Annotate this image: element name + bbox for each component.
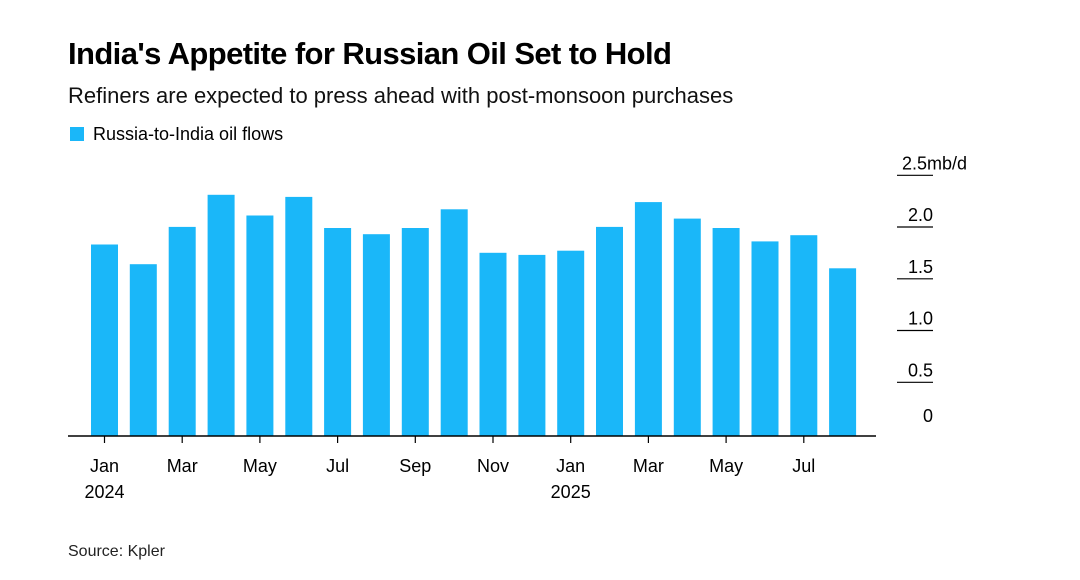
- bar: [712, 228, 740, 436]
- y-tick-label: 2.5mb/d: [902, 153, 967, 173]
- bar: [829, 268, 857, 436]
- bar: [362, 234, 390, 436]
- x-tick-label: May: [709, 456, 743, 476]
- x-tick-year: 2024: [84, 482, 124, 502]
- x-tick-label: Sep: [399, 456, 431, 476]
- bar: [479, 252, 507, 436]
- bar: [324, 228, 352, 436]
- bar: [129, 264, 157, 436]
- x-tick-label: Jul: [326, 456, 349, 476]
- bar: [168, 226, 196, 436]
- bar: [285, 196, 313, 436]
- bar: [518, 254, 546, 436]
- y-tick-label: 2.0: [908, 205, 933, 225]
- y-tick-label: 0.5: [908, 360, 933, 380]
- y-tick-label: 0: [923, 406, 933, 426]
- bar: [207, 194, 235, 436]
- bar: [440, 209, 468, 436]
- x-tick-label: May: [243, 456, 277, 476]
- x-tick-label: Jul: [792, 456, 815, 476]
- bar: [91, 244, 118, 436]
- chart-legend: Russia-to-India oil flows: [70, 122, 283, 146]
- bar: [751, 241, 779, 436]
- source-note: Source: Kpler: [68, 543, 165, 560]
- bar: [596, 226, 623, 436]
- legend-label: Russia-to-India oil flows: [93, 124, 284, 144]
- bar: [246, 215, 274, 436]
- x-tick-label: Mar: [633, 456, 664, 476]
- bar: [401, 228, 429, 436]
- bar: [557, 250, 585, 436]
- y-tick-label: 1.0: [908, 309, 933, 329]
- y-tick-label: 1.5: [908, 257, 933, 277]
- x-tick-label: Mar: [167, 456, 198, 476]
- chart-subtitle: Refiners are expected to press ahead wit…: [68, 83, 734, 108]
- chart-title: India's Appetite for Russian Oil Set to …: [68, 36, 672, 71]
- x-tick-label: Nov: [477, 456, 509, 476]
- bar: [634, 202, 662, 436]
- legend-swatch: [70, 127, 84, 141]
- x-tick-label: Jan: [556, 456, 585, 476]
- x-tick-year: 2025: [551, 482, 591, 502]
- bar: [790, 235, 818, 436]
- bar: [673, 218, 701, 436]
- x-tick-label: Jan: [90, 456, 119, 476]
